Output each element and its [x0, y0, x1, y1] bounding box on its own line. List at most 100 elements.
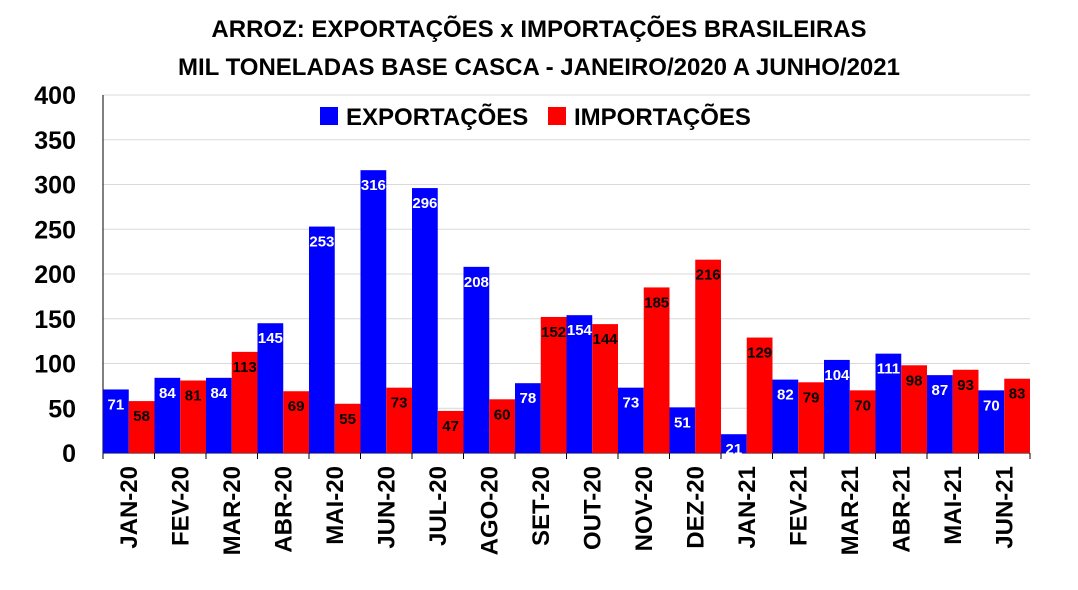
export-bar: [257, 323, 284, 453]
import-bar: [643, 287, 670, 453]
data-label: 93: [957, 377, 974, 394]
export-bar: [103, 389, 129, 453]
x-tick-label: NOV-20: [631, 466, 658, 551]
legend: EXPORTAÇÕES IMPORTAÇÕES: [320, 103, 751, 131]
data-label: 51: [674, 414, 691, 431]
data-label: 73: [623, 395, 640, 412]
export-bar: [154, 377, 181, 453]
x-tick-label: JUL-20: [425, 466, 452, 546]
import-bar: [592, 324, 618, 453]
export-bar: [978, 390, 1005, 453]
export-bar: [515, 383, 541, 453]
export-bar: [721, 434, 747, 453]
legend-label-import: IMPORTAÇÕES: [574, 103, 751, 131]
y-tick-label: 50: [48, 395, 76, 423]
x-tick-label: JUN-21: [991, 466, 1018, 549]
import-bar: [334, 403, 361, 453]
x-tick-label: JAN-21: [734, 466, 761, 549]
data-label: 79: [803, 389, 820, 406]
import-bar: [746, 337, 773, 453]
data-label: 82: [777, 387, 794, 404]
data-label: 144: [593, 331, 619, 348]
import-bar: [386, 387, 412, 453]
data-label: 58: [133, 408, 150, 425]
data-label: 81: [185, 388, 202, 405]
export-bar: [566, 315, 593, 453]
data-label: 129: [747, 345, 772, 362]
y-tick-label: 400: [34, 82, 76, 110]
x-tick-label: MAR-20: [219, 466, 246, 555]
import-bar: [231, 351, 258, 453]
data-label: 84: [211, 385, 228, 402]
data-label: 60: [494, 406, 511, 423]
x-tick-label: DEZ-20: [682, 466, 709, 549]
data-label: 185: [644, 294, 669, 311]
x-tick-label: ABR-21: [888, 466, 915, 553]
data-label: 73: [391, 395, 408, 412]
export-bar: [463, 266, 490, 453]
x-tick-label: MAI-21: [940, 466, 967, 545]
export-bar: [772, 379, 799, 453]
export-bar: [669, 407, 696, 453]
data-label: 208: [464, 274, 489, 291]
import-bar: [437, 410, 464, 453]
data-label: 296: [412, 195, 437, 212]
x-tick-label: FEV-21: [785, 466, 812, 546]
data-label: 78: [520, 390, 537, 407]
export-bar: [206, 377, 232, 453]
x-tick-label: OUT-20: [579, 466, 606, 550]
data-label: 253: [309, 234, 334, 251]
legend-label-export: EXPORTAÇÕES: [346, 103, 528, 131]
import-bar: [540, 316, 567, 453]
data-label: 113: [233, 359, 257, 376]
import-bar: [180, 380, 206, 453]
data-label: 69: [288, 398, 305, 415]
export-bar: [927, 375, 953, 453]
data-label: 71: [108, 396, 125, 413]
y-tick-label: 350: [34, 127, 76, 155]
legend-swatch-import: [548, 107, 566, 125]
export-bar: [875, 353, 902, 453]
import-bar: [283, 391, 309, 453]
data-label: 55: [339, 411, 356, 428]
chart-subtitle: MIL TONELADAS BASE CASCA - JANEIRO/2020 …: [178, 54, 900, 81]
import-bar: [695, 259, 721, 453]
y-tick-label: 300: [34, 172, 76, 200]
import-bar: [128, 401, 155, 453]
data-label: 111: [877, 361, 900, 378]
import-bar: [798, 382, 824, 453]
y-tick-label: 100: [34, 351, 76, 379]
data-label: 98: [906, 372, 923, 389]
y-tick-label: 200: [34, 261, 76, 289]
x-tick-label: MAI-20: [322, 466, 349, 545]
export-bar: [412, 188, 438, 453]
import-bar: [849, 390, 876, 453]
data-label: 316: [361, 177, 386, 194]
data-label: 154: [567, 322, 593, 339]
legend-swatch-export: [320, 107, 338, 125]
export-bar: [360, 170, 387, 453]
import-bar: [489, 399, 515, 453]
data-label: 70: [854, 397, 871, 414]
data-label: 83: [1009, 386, 1026, 403]
data-label: 87: [932, 382, 949, 399]
y-tick-label: 250: [34, 216, 76, 244]
data-label: 216: [696, 267, 721, 284]
import-bar: [952, 369, 979, 453]
import-bar: [1004, 378, 1030, 453]
x-tick-label: AGO-20: [476, 466, 503, 555]
data-label: 47: [442, 418, 459, 435]
data-label: 70: [983, 397, 1000, 414]
data-label: 104: [824, 367, 850, 384]
x-tick-label: JAN-20: [116, 466, 143, 549]
x-tick-label: FEV-20: [167, 466, 194, 546]
y-tick-label: 150: [34, 306, 76, 334]
data-label: 152: [541, 324, 566, 341]
export-bar: [618, 387, 644, 453]
data-label: 145: [258, 330, 283, 347]
chart-title: ARROZ: EXPORTAÇÕES x IMPORTAÇÕES BRASILE…: [211, 16, 867, 43]
y-tick-label: 0: [62, 440, 76, 468]
data-label: 21: [726, 441, 743, 458]
x-tick-label: JUN-20: [373, 466, 400, 549]
